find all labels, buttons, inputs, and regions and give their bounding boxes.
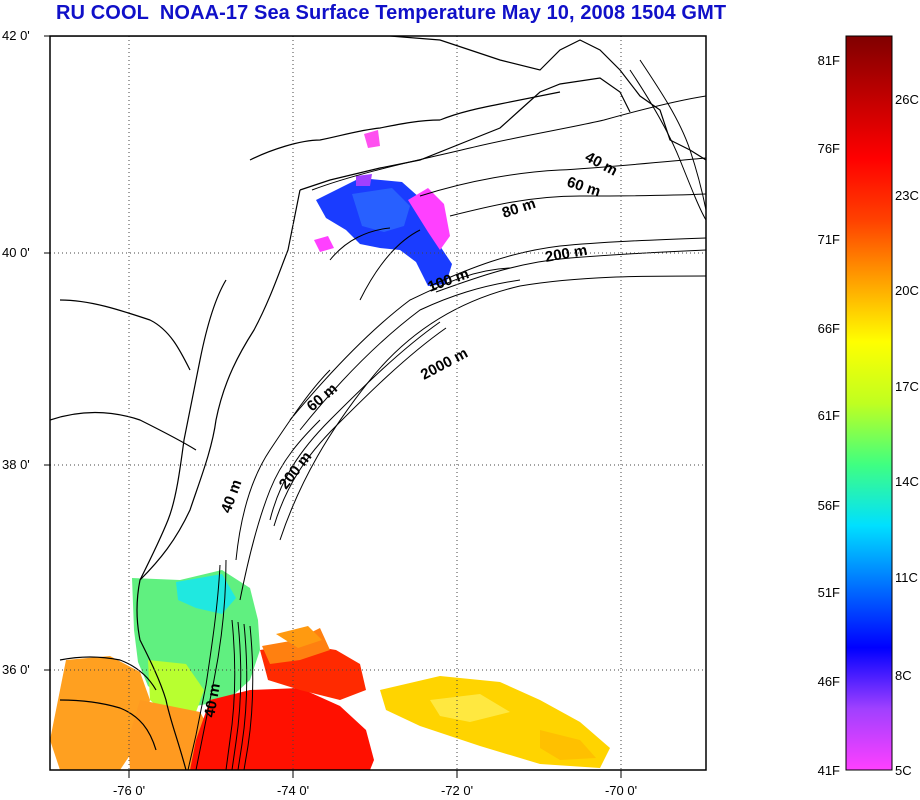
coastline: [50, 36, 706, 770]
lon-tick-label: -70 0': [605, 783, 637, 798]
coastline-segment: [139, 279, 227, 581]
isobath-contour: [435, 249, 706, 293]
isobath-contour: [187, 564, 221, 770]
colorbar-c-label: 17C: [895, 379, 919, 394]
isobath-contour: [195, 559, 227, 770]
coastline-segment: [299, 77, 631, 191]
isobath-contour: [231, 621, 242, 770]
sst-magenta-patch: [408, 188, 450, 250]
coastline-segment: [59, 699, 157, 751]
lat-tick-label: 36 0': [2, 662, 30, 677]
isobath-contour: [359, 229, 421, 301]
isobath-contour: [279, 275, 706, 541]
colorbar-f-label: 56F: [818, 498, 840, 513]
isobath-contour: [311, 95, 706, 191]
sst-sound-orange-patch: [50, 656, 150, 770]
colorbar-c-label: 5C: [895, 763, 912, 778]
coastline-segment: [136, 189, 301, 770]
sst-purple-patch: [356, 174, 372, 186]
colorbar-f-label: 71F: [818, 232, 840, 247]
isobath-contour: [299, 279, 521, 431]
sst-data-layer: [50, 130, 610, 770]
sst-magenta-patch: [364, 130, 380, 148]
colorbar-scale: [845, 35, 893, 771]
colorbar-c-label: 26C: [895, 92, 919, 107]
sst-offshore-yellow-patch: [430, 694, 510, 722]
colorbar-c-label: 8C: [895, 668, 912, 683]
isobath-contour: [639, 59, 706, 211]
sst-magenta-patch: [314, 236, 334, 252]
lat-tick-label: 40 0': [2, 245, 30, 260]
coastline-segment: [439, 91, 561, 121]
gridlines: [50, 36, 706, 770]
colorbar: 81F 76F 71F 66F 61F 56F 51F 46F 41F 26C …: [818, 35, 919, 778]
isobath-contour: [429, 237, 706, 287]
colorbar-c-label: 20C: [895, 283, 919, 298]
lat-tick-label: 42 0': [2, 28, 30, 43]
isobath-contour: [329, 227, 391, 261]
sst-gulfstream-red-patch: [190, 688, 374, 770]
isobath-contour: [243, 625, 254, 770]
sst-shelf-cyan-patch: [176, 574, 236, 614]
lon-tick-label: -72 0': [441, 783, 473, 798]
sst-cold-core: [352, 188, 410, 232]
colorbar-f-label: 81F: [818, 53, 840, 68]
colorbar-f-label: 41F: [818, 763, 840, 778]
isobath-contour: [449, 193, 706, 217]
x-axis-labels: -76 0' -74 0' -72 0' -70 0': [113, 783, 637, 798]
colorbar-f-label: 61F: [818, 408, 840, 423]
colorbar-c-labels: 26C 23C 20C 17C 14C 11C 8C 5C: [895, 92, 919, 778]
colorbar-f-label: 76F: [818, 141, 840, 156]
axis-ticks: [44, 35, 622, 778]
lat-tick-label: 38 0': [2, 457, 30, 472]
colorbar-c-label: 23C: [895, 188, 919, 203]
coastline-segment: [50, 411, 197, 451]
isobath-contour: [269, 321, 441, 521]
colorbar-f-labels: 81F 76F 71F 66F 61F 56F 51F 46F 41F: [818, 53, 840, 778]
coastline-segment: [59, 656, 157, 691]
isobath-contour: [419, 157, 706, 197]
map-content: 40 m 60 m 80 m 200 m 100 m 2000 m 60 m 2…: [50, 36, 706, 770]
colorbar-c-label: 14C: [895, 474, 919, 489]
map-frame: [49, 35, 707, 771]
isobath-contour: [239, 419, 321, 601]
isobath-contour: [225, 619, 236, 770]
colorbar-f-label: 66F: [818, 321, 840, 336]
isobath-contour: [237, 623, 248, 770]
isobath-contour: [629, 69, 706, 221]
coastline-segment: [59, 299, 191, 371]
lon-tick-label: -76 0': [113, 783, 145, 798]
isobath-contour: [235, 369, 331, 561]
map-title: RU COOL NOAA-17 Sea Surface Temperature …: [56, 2, 727, 24]
sst-shelf-yellowgreen-patch: [148, 660, 204, 716]
sst-gulfstream-orange-patch: [276, 626, 322, 648]
isobath-label: 40 m: [201, 682, 224, 719]
colorbar-f-label: 46F: [818, 674, 840, 689]
isobath-contour: [289, 267, 511, 421]
y-axis-labels: 42 0' 40 0' 38 0' 36 0': [2, 28, 30, 677]
coastline-segment: [249, 119, 441, 161]
lon-tick-label: -74 0': [277, 783, 309, 798]
isobath-contours: [187, 59, 706, 770]
sst-offshore-yellow-patch: [540, 730, 596, 760]
colorbar-f-label: 51F: [818, 585, 840, 600]
coastline-segment: [50, 36, 706, 161]
colorbar-c-label: 11C: [895, 570, 918, 585]
